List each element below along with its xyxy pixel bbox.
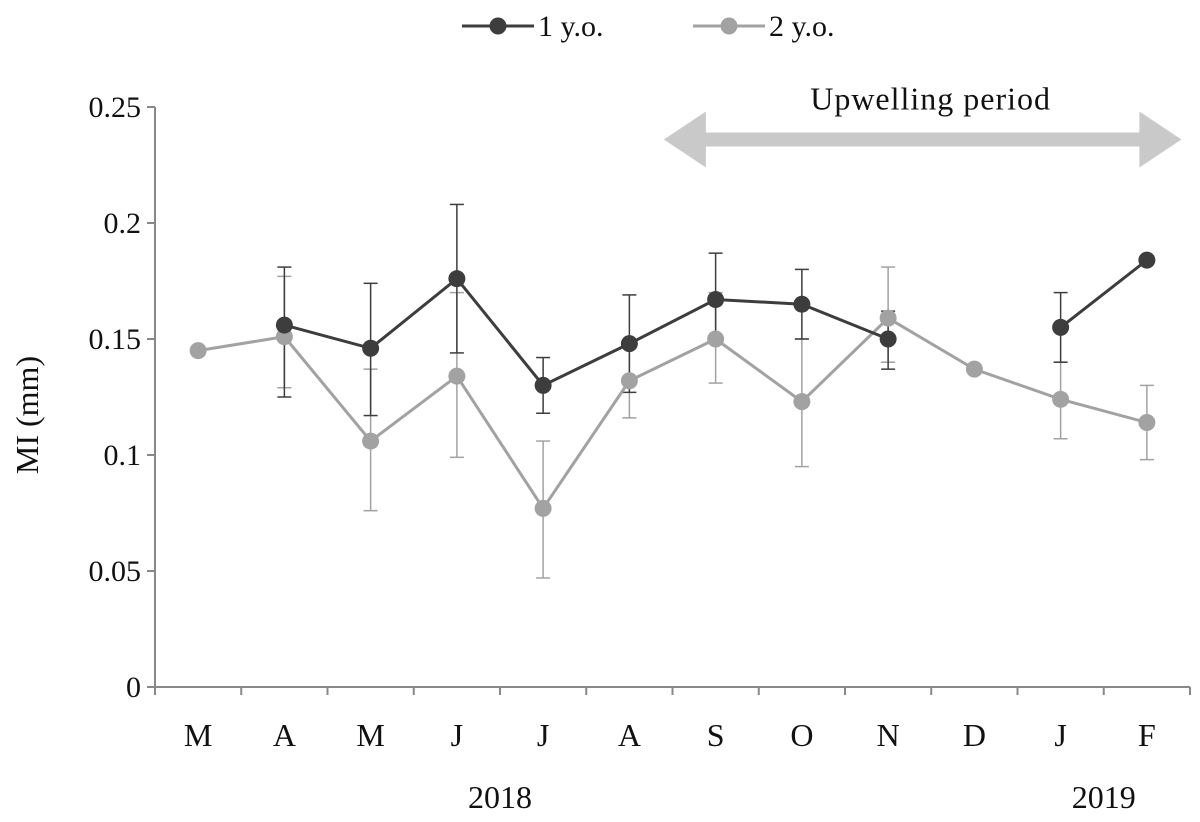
series-lines: [197, 258, 1148, 512]
y-tick-label: 0.1: [104, 439, 142, 472]
y-tick-label: 0.2: [104, 207, 142, 240]
x-tick-label: N: [877, 717, 900, 753]
legend-label: 1 y.o.: [538, 10, 604, 43]
legend: 1 y.o. 2 y.o.: [462, 10, 835, 43]
x-tick-label: A: [273, 717, 296, 753]
data-point: [1138, 414, 1156, 432]
data-point: [448, 367, 466, 385]
data-point: [879, 330, 897, 348]
data-point: [707, 291, 725, 309]
error-bars: [277, 203, 1154, 579]
axes: [154, 107, 1190, 688]
x-tick-label: F: [1138, 717, 1156, 753]
legend-label: 2 y.o.: [769, 10, 835, 43]
data-point: [448, 270, 466, 288]
series-line: [1059, 258, 1148, 329]
year-label: 2018: [468, 779, 532, 815]
data-point: [793, 295, 811, 313]
data-point: [1052, 318, 1070, 336]
year-labels: 2018 2019: [468, 779, 1136, 815]
data-point: [1052, 390, 1070, 408]
y-tick-label: 0.25: [89, 91, 142, 124]
upwelling-double-arrow: [663, 111, 1182, 168]
data-point: [620, 372, 638, 390]
data-point: [879, 309, 897, 327]
data-point: [534, 376, 552, 394]
x-tick-label: A: [618, 717, 641, 753]
x-tick-label: J: [451, 717, 463, 753]
x-tick-label: O: [790, 717, 813, 753]
y-tick-label: 0.15: [89, 323, 142, 356]
data-point: [362, 432, 380, 450]
series-line: [197, 316, 1148, 512]
data-point: [707, 330, 725, 348]
year-label: 2019: [1072, 779, 1136, 815]
x-tick-label: J: [537, 717, 549, 753]
x-tick-label: J: [1054, 717, 1066, 753]
upwelling-annotation: Upwelling period: [663, 80, 1182, 168]
upwelling-label: Upwelling period: [810, 80, 1051, 116]
data-point: [1138, 251, 1156, 269]
data-point: [189, 342, 207, 360]
y-ticks: 0 0.05 0.1 0.15 0.2 0.25: [89, 91, 155, 704]
series-line: [283, 276, 889, 388]
legend-marker: [720, 17, 738, 35]
y-tick-label: 0: [126, 671, 141, 704]
x-tick-label: D: [963, 717, 986, 753]
data-point: [620, 335, 638, 353]
series-points: [189, 251, 1156, 517]
data-point: [275, 316, 293, 334]
data-point: [362, 339, 380, 357]
data-point: [534, 499, 552, 517]
data-point: [965, 360, 983, 378]
x-tick-label: M: [356, 717, 384, 753]
y-axis-label: MI (mm): [9, 356, 45, 474]
x-tick-label: S: [707, 717, 725, 753]
legend-marker: [489, 17, 507, 35]
x-tick-label: M: [184, 717, 212, 753]
y-tick-label: 0.05: [89, 555, 142, 588]
data-point: [793, 393, 811, 411]
